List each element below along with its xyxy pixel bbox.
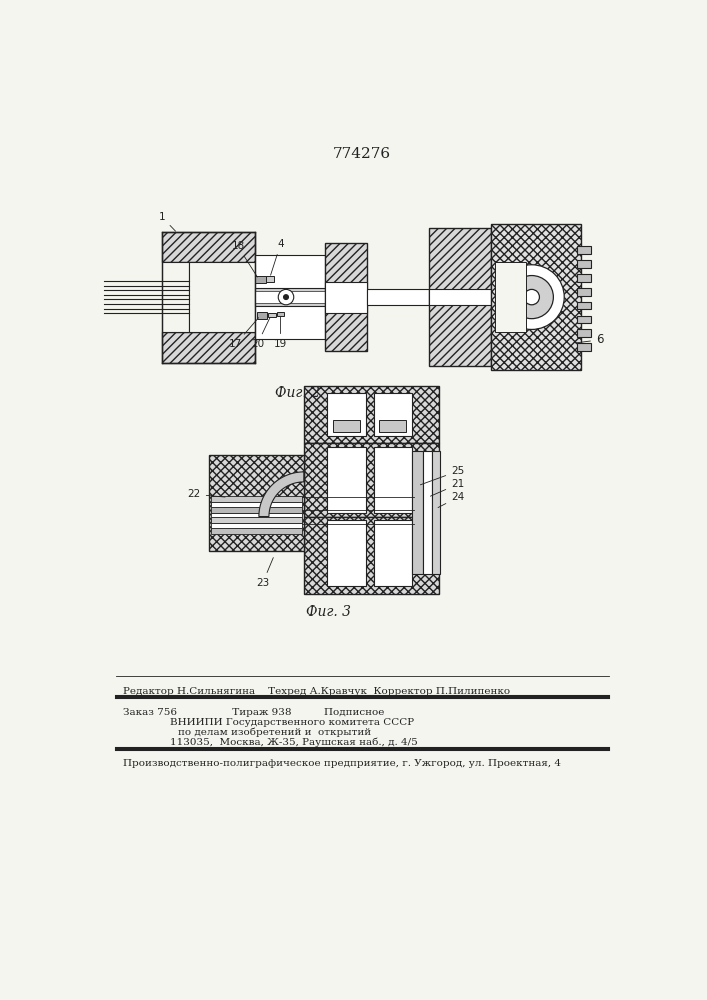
Bar xyxy=(577,343,590,351)
Text: 20: 20 xyxy=(251,317,270,349)
Circle shape xyxy=(524,289,539,305)
Bar xyxy=(423,451,433,574)
Bar xyxy=(304,517,440,594)
Bar xyxy=(255,291,325,303)
Text: 21: 21 xyxy=(431,479,464,496)
Bar xyxy=(327,520,366,586)
Text: 22: 22 xyxy=(187,489,225,499)
Text: Производственно-полиграфическое предприятие, г. Ужгород, ул. Проектная, 4: Производственно-полиграфическое предприя… xyxy=(123,759,561,768)
Bar xyxy=(211,513,303,517)
Bar xyxy=(495,262,526,332)
Bar xyxy=(429,228,491,366)
Text: 18: 18 xyxy=(231,241,257,277)
Bar xyxy=(189,262,255,332)
Bar xyxy=(325,243,368,351)
Bar xyxy=(268,312,276,317)
Bar xyxy=(368,289,429,305)
Text: 19: 19 xyxy=(274,317,287,349)
Bar xyxy=(577,316,590,323)
Bar xyxy=(577,260,590,268)
Circle shape xyxy=(510,276,554,319)
Text: 4: 4 xyxy=(271,239,284,275)
Bar xyxy=(304,386,440,443)
Bar xyxy=(255,288,325,306)
Text: 113035,  Москва, Ж-35, Раушская наб., д. 4/5: 113035, Москва, Ж-35, Раушская наб., д. … xyxy=(170,738,418,747)
Bar xyxy=(577,302,590,309)
Bar xyxy=(327,393,366,436)
Bar xyxy=(577,288,590,296)
Bar xyxy=(162,232,255,262)
Bar xyxy=(266,276,274,282)
Bar xyxy=(379,420,406,432)
Bar xyxy=(162,262,189,332)
Bar xyxy=(433,451,440,574)
Bar xyxy=(332,420,360,432)
Bar xyxy=(577,274,590,282)
Text: 25: 25 xyxy=(421,466,464,485)
Circle shape xyxy=(499,265,564,329)
Bar xyxy=(327,447,366,513)
Bar xyxy=(373,447,412,513)
Bar xyxy=(429,289,491,305)
Bar xyxy=(211,528,303,534)
Bar xyxy=(491,224,580,370)
Bar xyxy=(211,507,303,513)
Bar xyxy=(304,443,440,517)
Bar xyxy=(255,276,266,283)
Bar xyxy=(211,523,303,528)
Bar xyxy=(412,451,423,574)
Circle shape xyxy=(279,289,293,305)
Bar xyxy=(577,246,590,254)
Text: 6: 6 xyxy=(575,333,604,346)
Bar xyxy=(209,455,304,551)
Text: 774276: 774276 xyxy=(333,147,391,161)
Text: Фиг. 3: Фиг. 3 xyxy=(306,605,351,619)
Bar xyxy=(162,332,255,363)
Bar xyxy=(277,312,284,316)
Bar xyxy=(211,517,303,523)
Text: 23: 23 xyxy=(256,558,274,588)
Bar xyxy=(373,520,412,586)
Circle shape xyxy=(284,295,288,299)
Bar xyxy=(577,329,590,337)
Bar xyxy=(255,255,325,339)
Bar xyxy=(257,312,267,319)
Bar xyxy=(211,502,303,507)
Text: Редактор Н.Сильнягина    Техред А.Кравчук  Корректор П.Пилипенко: Редактор Н.Сильнягина Техред А.Кравчук К… xyxy=(123,687,510,696)
Polygon shape xyxy=(259,472,304,517)
Text: ВНИИПИ Государственного комитета СССР: ВНИИПИ Государственного комитета СССР xyxy=(170,718,414,727)
Bar xyxy=(211,496,303,502)
Bar xyxy=(373,393,412,436)
Text: 24: 24 xyxy=(438,492,464,508)
Bar xyxy=(325,282,368,312)
Text: 17: 17 xyxy=(229,318,259,349)
Text: Заказ 756                 Тираж 938          Подписное: Заказ 756 Тираж 938 Подписное xyxy=(123,708,385,717)
Text: по делам изобретений и  открытий: по делам изобретений и открытий xyxy=(177,728,370,737)
Text: Фиг. 2: Фиг. 2 xyxy=(275,386,320,400)
Text: 1: 1 xyxy=(158,212,175,231)
